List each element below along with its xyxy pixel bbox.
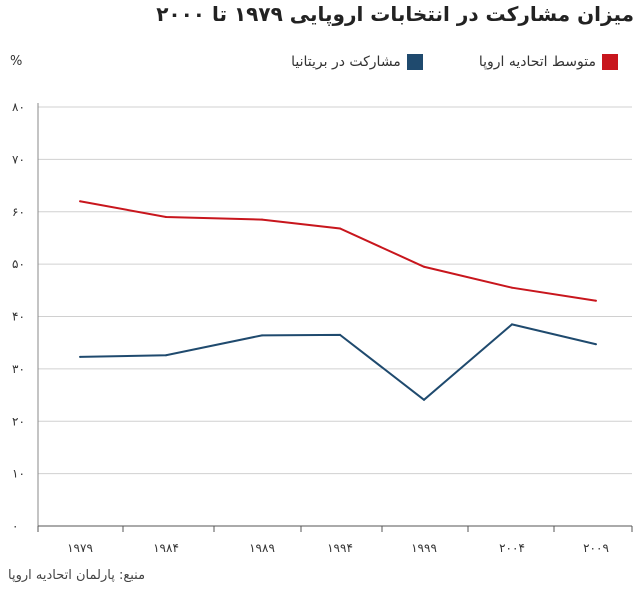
data-point-uk-turnout	[165, 354, 167, 357]
chart-title: میزان مشارکت در انتخابات اروپایی ۱۹۷۹ تا…	[156, 2, 634, 26]
y-tick-label: ۲۰	[12, 414, 25, 428]
y-tick-label: ۵۰	[12, 257, 25, 271]
y-tick-label: ۱۰	[12, 467, 25, 481]
data-point-uk-turnout	[423, 398, 425, 401]
series-line-uk-turnout	[79, 323, 597, 402]
chart-legend: متوسط اتحادیه اروپا مشارکت در بریتانیا	[291, 54, 618, 70]
series-line-eu-average	[79, 200, 597, 302]
x-tick-label: ۲۰۰۹	[583, 541, 609, 555]
y-axis-unit-label: %	[10, 54, 23, 69]
data-point-eu-average	[165, 215, 167, 218]
data-point-uk-turnout	[595, 343, 597, 346]
data-point-eu-average	[261, 218, 263, 221]
y-tick-label: ۸۰	[12, 100, 25, 114]
y-tick-label: ۴۰	[12, 310, 25, 324]
legend-label-uk-turnout: مشارکت در بریتانیا	[291, 54, 401, 70]
x-tick-label: ۲۰۰۴	[499, 541, 525, 555]
data-point-uk-turnout	[511, 323, 513, 326]
data-point-uk-turnout	[339, 333, 341, 336]
data-point-eu-average	[79, 200, 81, 203]
legend-swatch-eu-average	[602, 54, 618, 70]
x-tick-label: ۱۹۷۹	[67, 541, 93, 555]
x-tick-label: ۱۹۹۹	[411, 541, 437, 555]
x-tick-label: ۱۹۸۴	[153, 541, 179, 555]
y-tick-label: ۶۰	[12, 205, 25, 219]
source-note: منبع: پارلمان اتحادیه اروپا	[8, 568, 146, 583]
data-point-eu-average	[339, 227, 341, 230]
y-tick-label: ۳۰	[12, 362, 25, 376]
data-point-eu-average	[511, 286, 513, 289]
data-point-eu-average	[423, 265, 425, 268]
y-tick-label: ۷۰	[12, 152, 25, 166]
data-point-uk-turnout	[261, 334, 263, 337]
data-point-uk-turnout	[79, 355, 81, 358]
x-tick-label: ۱۹۹۴	[327, 541, 353, 555]
legend-swatch-uk-turnout	[406, 54, 423, 70]
legend-item-eu-average: متوسط اتحادیه اروپا	[479, 54, 618, 70]
y-tick-label: ۰	[12, 519, 18, 533]
data-point-eu-average	[595, 299, 597, 302]
legend-item-uk-turnout: مشارکت در بریتانیا	[291, 54, 423, 70]
x-tick-label: ۱۹۸۹	[249, 541, 275, 555]
legend-label-eu-average: متوسط اتحادیه اروپا	[478, 54, 596, 70]
